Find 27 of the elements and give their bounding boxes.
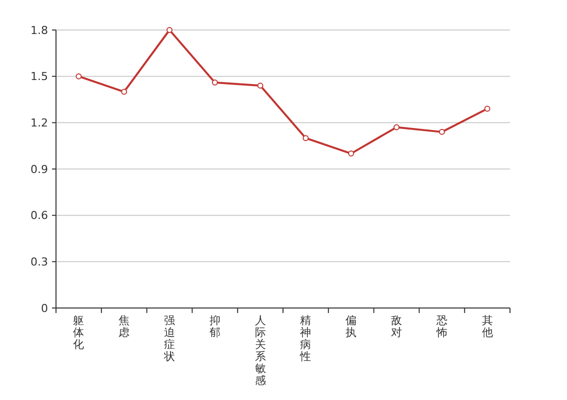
x-tick-label: 人际关系敏感 xyxy=(254,314,266,387)
point xyxy=(302,135,309,142)
point xyxy=(438,128,445,135)
point xyxy=(121,88,128,95)
y-tick-label: 1.5 xyxy=(30,70,48,84)
y-tick-label: 0.6 xyxy=(30,209,48,222)
point xyxy=(348,150,354,157)
point xyxy=(257,82,264,89)
point xyxy=(394,124,400,130)
x-tick-label: 敌对 xyxy=(391,314,402,339)
x-tick-label: 强迫症状 xyxy=(163,314,175,363)
x-tick-label: 躯体化 xyxy=(73,314,84,351)
x-tick-label: 恐怖 xyxy=(435,314,448,339)
x-tick-label: 精神病性 xyxy=(299,314,312,363)
y-tick-label: 0.3 xyxy=(30,256,48,269)
point xyxy=(166,27,172,33)
point xyxy=(76,73,82,80)
point xyxy=(484,106,490,112)
x-tick-label: 偏执 xyxy=(346,314,357,339)
x-tick-label: 焦虑 xyxy=(118,314,130,339)
y-tick-label: 0 xyxy=(41,302,48,315)
point xyxy=(212,80,218,86)
y-tick-label: 0.9 xyxy=(30,162,48,176)
y-tick-label: 1.8 xyxy=(30,24,48,37)
y-tick-label: 1.2 xyxy=(30,116,48,130)
x-tick-label: 其他 xyxy=(482,314,493,339)
x-tick-label: 抑郁 xyxy=(209,314,220,339)
